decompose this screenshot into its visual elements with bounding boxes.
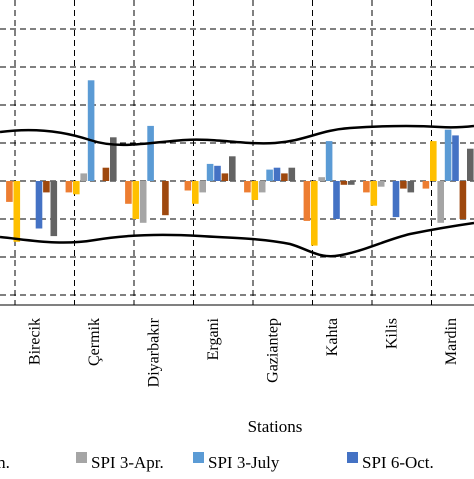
bar-ergani-series-3	[199, 181, 206, 193]
bar-diyarbak-r-series-6	[162, 181, 169, 216]
bar-ergani-series-5	[214, 165, 221, 181]
bar-ergani-series-7	[229, 156, 236, 181]
bar-kahta-series-4	[325, 141, 333, 181]
x-tick-label: Birecik	[27, 318, 44, 365]
bar-kahta-series-2	[311, 181, 318, 246]
bar-birecik-series-2	[13, 181, 21, 242]
bar-diyarbak-r-series-3	[139, 181, 147, 223]
bar-kahta-series-3	[318, 177, 325, 181]
bar-birecik-series-1	[6, 181, 13, 202]
bar--ermik-series-6	[102, 167, 110, 181]
bar-birecik-series-5	[35, 181, 43, 229]
x-tick-labels: Birecik Çermik Diyarbakır Ergani Gaziantep Ka…	[27, 317, 461, 387]
bar-kahta-series-6	[340, 181, 348, 185]
bar--ermik-series-1	[65, 181, 73, 193]
legend-label: SPI 3-July	[208, 453, 280, 472]
bar-mardin-series-1	[422, 181, 430, 189]
x-tick-label: Diyarbakır	[146, 317, 163, 387]
bar-kilis-series-5	[392, 181, 400, 218]
bar-mardin-series-3	[437, 181, 444, 223]
bar-gaziantep-series-7	[288, 167, 296, 181]
bar-mardin-series-5	[452, 135, 459, 181]
x-tick-label: Çermik	[86, 318, 103, 366]
lower-envelope-curve	[0, 221, 474, 258]
bar-mardin-series-2	[430, 141, 437, 181]
legend-swatch	[347, 452, 358, 463]
legend-label: SPI 3-Jan.	[0, 453, 10, 472]
bar-kilis-series-7	[407, 181, 415, 193]
legend-label: SPI 6-Oct.	[362, 453, 434, 472]
legend: SPI 3-Jan. SPI 3-Apr. SPI 3-July SPI 6-Oct.	[0, 452, 434, 472]
bar-gaziantep-series-4	[266, 169, 273, 181]
bars-layer	[6, 80, 474, 246]
bar-birecik-series-6	[43, 181, 50, 193]
x-axis-title: Stations	[248, 417, 303, 436]
bar-mardin-series-7	[467, 148, 474, 181]
bar-diyarbak-r-series-4	[147, 125, 154, 181]
bar-diyarbak-r-series-1	[125, 181, 132, 204]
bar-ergani-series-2	[192, 181, 199, 204]
bar-diyarbak-r-series-2	[132, 181, 140, 219]
legend-swatch	[76, 452, 87, 463]
upper-envelope-curve	[0, 124, 474, 147]
bar-gaziantep-series-6	[281, 173, 288, 181]
x-tick-label: Mardin	[443, 318, 460, 365]
x-tick-label: Kilis	[384, 318, 401, 349]
bar--ermik-series-2	[73, 181, 80, 195]
bar-gaziantep-series-2	[251, 181, 259, 200]
bar-mardin-series-4	[444, 129, 452, 181]
bar-kilis-series-3	[377, 181, 385, 187]
bar--ermik-series-7	[110, 137, 117, 181]
bar-kahta-series-5	[333, 181, 340, 219]
bar-ergani-series-1	[184, 181, 192, 191]
x-tick-label: Ergani	[205, 317, 222, 360]
bar-mardin-series-6	[459, 181, 467, 219]
x-tick-label: Gaziantep	[265, 318, 282, 383]
bar--ermik-series-3	[80, 173, 87, 181]
bar-gaziantep-series-3	[258, 181, 266, 193]
bar-kilis-series-1	[363, 181, 370, 193]
bar-birecik-series-7	[50, 181, 58, 237]
envelope-layer	[0, 124, 474, 258]
bar--ermik-series-4	[87, 80, 95, 181]
x-tick-label: Kahta	[324, 318, 341, 356]
bar-ergani-series-4	[206, 163, 214, 181]
bar-kilis-series-2	[370, 181, 378, 206]
grid-layer	[0, 0, 474, 306]
bar-gaziantep-series-1	[244, 181, 251, 193]
bar-kahta-series-1	[303, 181, 311, 221]
legend-label: SPI 3-Apr.	[91, 453, 164, 472]
bar-gaziantep-series-5	[273, 167, 281, 181]
bar-kilis-series-6	[400, 181, 407, 189]
bar-ergani-series-6	[221, 173, 229, 181]
bar-kahta-series-7	[348, 181, 355, 185]
legend-swatch	[193, 452, 204, 463]
